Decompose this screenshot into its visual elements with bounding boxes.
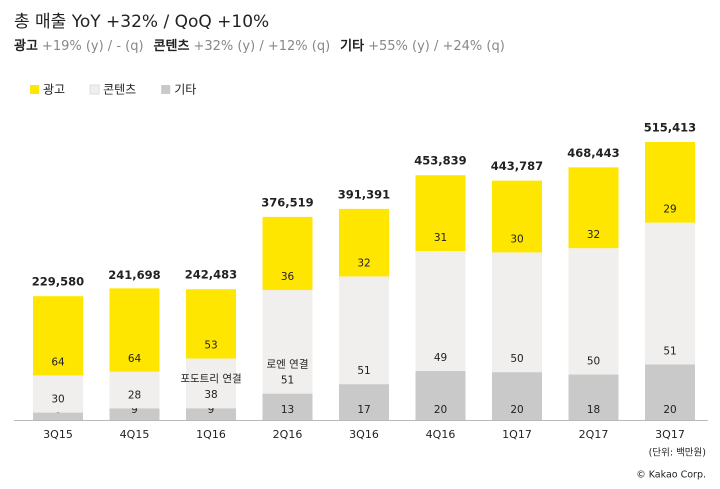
legend: 광고 콘텐츠 기타 bbox=[30, 83, 196, 97]
subtitle-label: 기타 bbox=[340, 38, 364, 54]
bar-segment bbox=[568, 374, 619, 420]
segment-label: 51 bbox=[357, 365, 370, 377]
bar-segment bbox=[186, 289, 236, 359]
bar-segment bbox=[339, 276, 389, 385]
bar-segment bbox=[415, 371, 466, 420]
segment-label: 38 bbox=[204, 389, 217, 401]
bar-segment bbox=[645, 222, 695, 365]
x-tick-label: 2Q17 bbox=[579, 428, 609, 441]
total-label: 242,483 bbox=[185, 268, 237, 282]
total-label: 229,580 bbox=[32, 275, 84, 289]
bar-segment bbox=[262, 393, 313, 420]
subtitle-label: 광고 bbox=[14, 39, 38, 54]
bar-segment bbox=[568, 248, 619, 375]
bar-segment bbox=[568, 167, 619, 249]
segment-label: 30 bbox=[510, 233, 523, 245]
x-tick-label: 1Q17 bbox=[502, 428, 532, 441]
bar-segment bbox=[109, 408, 160, 420]
x-tick-label: 3Q17 bbox=[655, 428, 685, 441]
total-label: 376,519 bbox=[261, 195, 313, 209]
bar-segment bbox=[186, 358, 236, 409]
subtitle: 광고 +19% (y) / - (q) 콘텐츠 +32% (y) / +12% (q)… bbox=[14, 38, 505, 54]
segment-label: 17 bbox=[357, 404, 370, 416]
bar-segment bbox=[492, 252, 542, 373]
total-label: 515,413 bbox=[644, 121, 696, 135]
unit-note: (단위: 백만원) bbox=[649, 447, 706, 459]
legend-swatch bbox=[89, 84, 100, 95]
bar-segment bbox=[339, 384, 389, 420]
segment-label: 18 bbox=[587, 404, 600, 416]
subtitle-label: 콘텐츠 bbox=[154, 38, 190, 54]
annotation: 포도트리 연결 bbox=[180, 373, 241, 385]
x-tick-label: 2Q16 bbox=[273, 428, 303, 441]
segment-label: 51 bbox=[281, 375, 294, 387]
segment-label: 53 bbox=[204, 340, 217, 352]
legend-label: 광고 bbox=[43, 83, 65, 97]
bar-segment bbox=[645, 364, 695, 420]
x-tick-label: 1Q16 bbox=[196, 428, 226, 441]
bar-segment bbox=[33, 412, 83, 420]
subtitle-text: +32% (y) / +12% (q) bbox=[193, 39, 330, 54]
total-label: 391,391 bbox=[338, 187, 390, 201]
segment-label: 30 bbox=[51, 394, 64, 406]
segment-label: 20 bbox=[434, 404, 447, 416]
segment-label: 20 bbox=[510, 404, 523, 416]
segment-label: 64 bbox=[128, 353, 142, 365]
segment-label: 32 bbox=[357, 257, 370, 269]
bar-segment bbox=[492, 180, 542, 253]
bar-segment bbox=[109, 371, 160, 409]
segment-label: 20 bbox=[663, 404, 676, 416]
bar-segment bbox=[262, 216, 313, 291]
legend-label: 기타 bbox=[174, 83, 196, 97]
total-label: 241,698 bbox=[108, 268, 160, 282]
legend-swatch bbox=[30, 85, 39, 94]
segment-label: 36 bbox=[281, 271, 295, 283]
legend-swatch bbox=[161, 85, 171, 94]
bar-segment bbox=[339, 208, 389, 277]
plot: 63064229,5803Q1592864241,6984Q1593853242… bbox=[32, 121, 696, 442]
subtitle-text: +55% (y) / +24% (q) bbox=[368, 39, 505, 54]
segment-label: 64 bbox=[51, 356, 65, 368]
annotation: 로엔 연결 bbox=[267, 359, 309, 371]
segment-label: 9 bbox=[208, 404, 215, 416]
copyright: © Kakao Corp. bbox=[636, 470, 706, 481]
subtitle-text: +19% (y) / - (q) bbox=[42, 39, 144, 54]
bar-segment bbox=[186, 408, 236, 420]
segment-label: 50 bbox=[587, 356, 600, 368]
segment-label: 9 bbox=[131, 404, 138, 416]
segment-label: 50 bbox=[510, 353, 523, 365]
segment-label: 32 bbox=[587, 229, 600, 241]
x-tick-label: 3Q15 bbox=[43, 428, 73, 441]
bar-segment bbox=[645, 142, 695, 223]
total-label: 453,839 bbox=[414, 154, 466, 168]
segment-label: 13 bbox=[281, 404, 294, 416]
segment-label: 28 bbox=[128, 389, 141, 401]
total-label: 443,787 bbox=[491, 159, 543, 173]
x-tick-label: 3Q16 bbox=[349, 428, 379, 441]
legend-label: 콘텐츠 bbox=[103, 83, 136, 97]
bar-segment bbox=[109, 288, 160, 372]
segment-label: 29 bbox=[663, 204, 676, 216]
segment-label: 49 bbox=[434, 352, 447, 364]
bar-segment bbox=[262, 290, 313, 394]
segment-label: 51 bbox=[663, 345, 676, 357]
chart-title: 총 매출 YoY +32% / QoQ +10% bbox=[14, 12, 269, 32]
segment-label: 31 bbox=[434, 232, 447, 244]
bar-segment bbox=[415, 251, 466, 372]
subtitle-line: 광고 +19% (y) / - (q) 콘텐츠 +32% (y) / +12% (q)… bbox=[14, 38, 505, 54]
bar-segment bbox=[415, 175, 466, 252]
bar-segment bbox=[33, 296, 83, 376]
bar-segment bbox=[33, 375, 83, 413]
x-tick-label: 4Q16 bbox=[426, 428, 456, 441]
total-label: 468,443 bbox=[567, 146, 619, 160]
bar-segment bbox=[492, 372, 542, 420]
x-tick-label: 4Q15 bbox=[120, 428, 150, 441]
